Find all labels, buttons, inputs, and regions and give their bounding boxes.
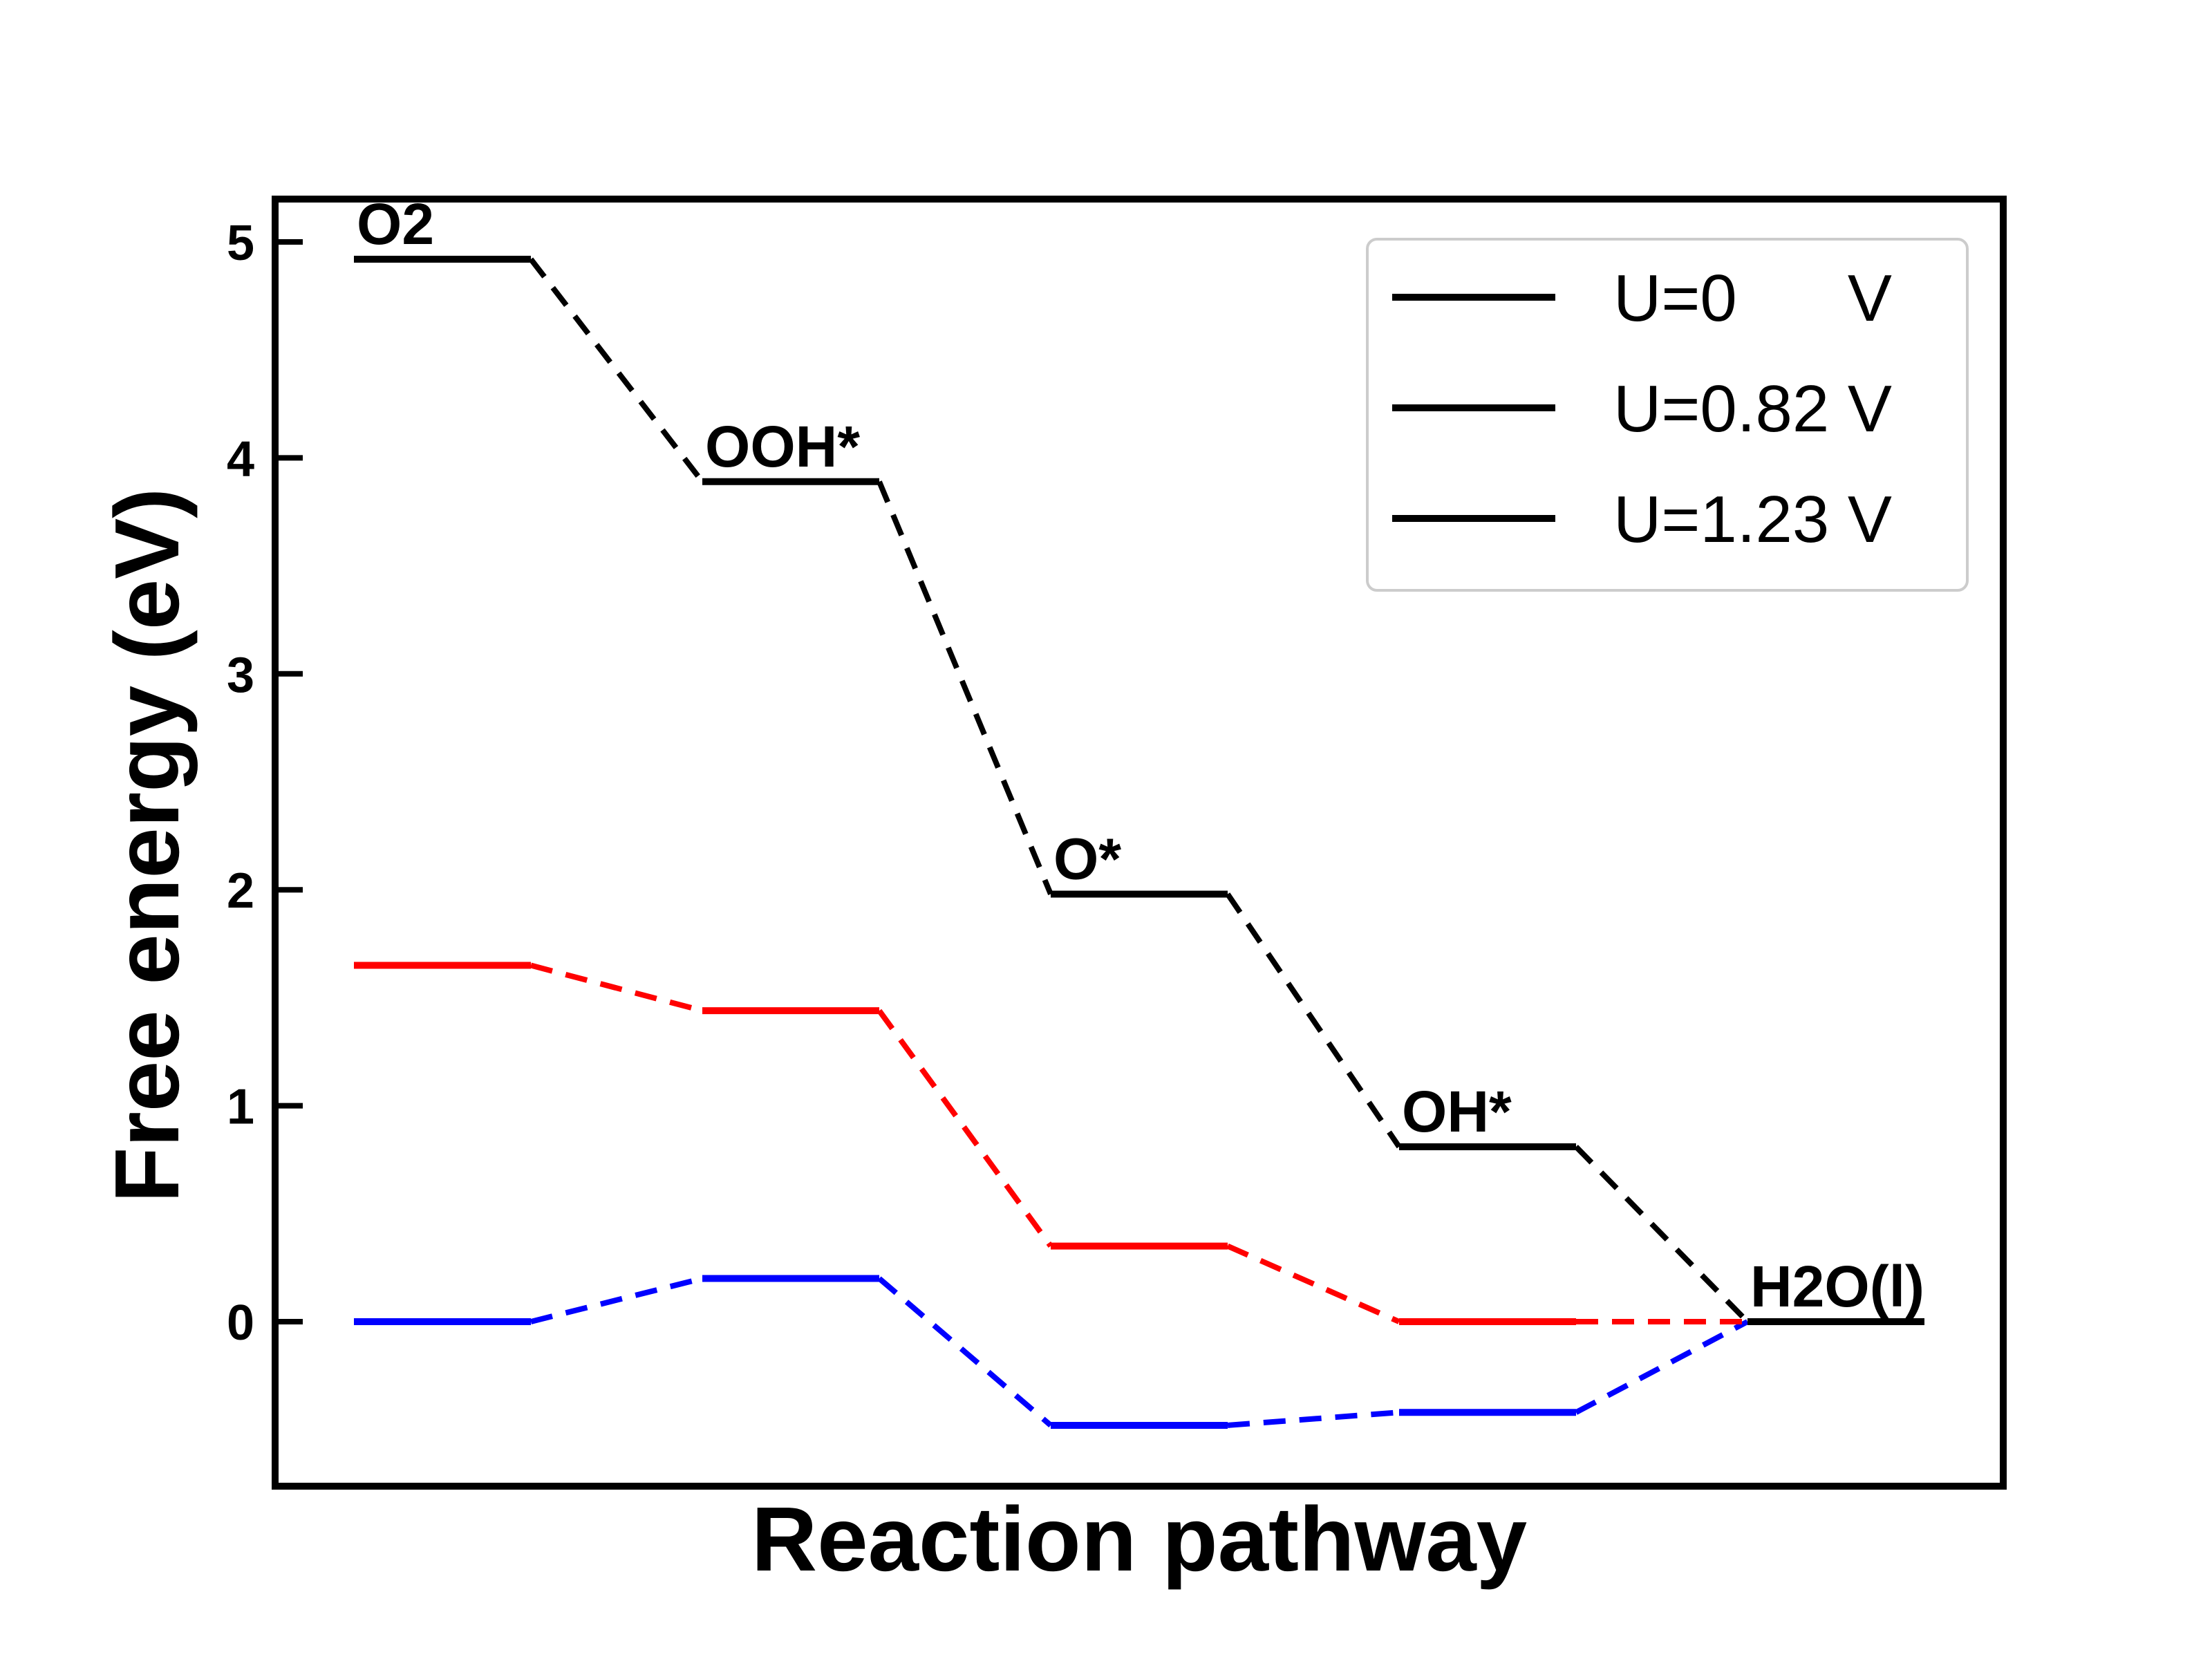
x-axis-title: Reaction pathway [751, 1488, 1527, 1590]
state-label: OOH* [705, 414, 860, 479]
y-axis-title: Free energy (eV) [96, 488, 198, 1203]
series-1 [354, 962, 1924, 1325]
series-0 [354, 255, 1924, 1325]
state-label: O2 [357, 191, 434, 256]
legend: U=0 V U=0.82 V U=1.23 V [1366, 238, 1969, 592]
y-tick-label: 2 [227, 863, 254, 919]
connector-line [528, 257, 705, 484]
y-tick-label: 3 [227, 648, 254, 703]
connector-line [529, 962, 704, 1014]
connector-line [877, 1276, 1053, 1427]
y-tick-label: 4 [227, 431, 254, 487]
series-2 [354, 1275, 1924, 1429]
legend-entry-label: U=1.23 V [1613, 482, 1892, 556]
state-label: OH* [1402, 1079, 1512, 1144]
legend-entry-label: U=0 V [1613, 261, 1892, 335]
plot-frame [272, 196, 2007, 1490]
axes: 0 1 2 3 4 5 [227, 196, 2007, 1490]
legend-entry-label: U=0.82 V [1613, 372, 1892, 446]
y-tick-label: 5 [227, 216, 254, 271]
y-tick-label: 0 [227, 1295, 254, 1351]
legend-box [1366, 238, 1969, 592]
connector-line [1575, 1319, 1749, 1415]
state-label: H2O(l) [1750, 1254, 1924, 1319]
connector-line [877, 1009, 1053, 1248]
plot-area [354, 255, 1924, 1429]
connector-line [1226, 1243, 1400, 1324]
state-labels: O2 OOH* O* OH* H2O(l) [357, 191, 1924, 1319]
connector-line [1225, 892, 1402, 1149]
connector-line [1574, 1145, 1750, 1324]
connector-line [877, 480, 1053, 895]
connector-line [1227, 1409, 1400, 1428]
state-label: O* [1053, 826, 1121, 891]
connector-line [530, 1275, 703, 1324]
y-tick-label: 1 [227, 1080, 254, 1135]
